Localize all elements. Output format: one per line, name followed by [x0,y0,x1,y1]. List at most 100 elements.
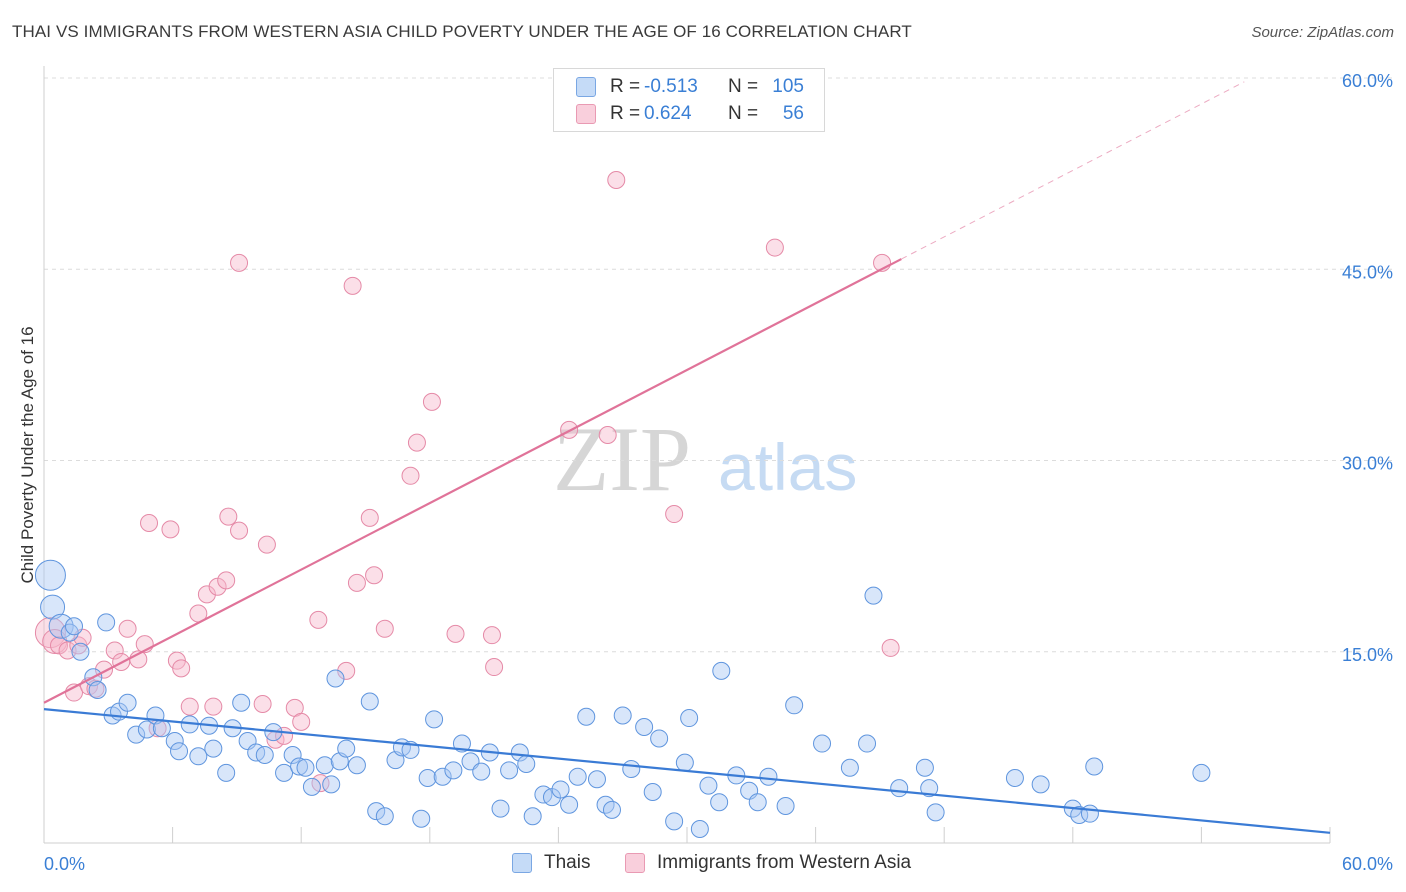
immigrants-point [257,535,276,554]
thais-point [710,793,729,812]
immigrants-point [375,619,394,638]
thais-point [204,739,223,758]
thais-point [433,767,452,786]
thais-point [748,793,767,812]
thais-point [347,756,366,775]
thais-point [71,642,90,661]
thais-point [890,779,909,798]
y-tick-label: 15.0% [1342,645,1393,665]
thais-point [290,757,309,776]
immigrants-point [204,697,223,716]
thais-point [587,770,606,789]
x-tick-label: 0.0% [44,854,85,874]
immigrants-trend-line [43,258,902,704]
thais-point [635,717,654,736]
thais-point [510,743,529,762]
thais-point [712,661,731,680]
immigrants-point [347,573,366,592]
immigrants-point [50,636,69,655]
immigrants-point [337,661,356,680]
immigrants-point [172,659,191,678]
thais-point [170,742,189,761]
thais-point [65,617,84,636]
thais-point [34,559,66,591]
immigrants-point [446,624,465,643]
thais-point [152,719,171,738]
thais-point [523,807,542,826]
thais-point [40,594,66,620]
immigrants-point [407,433,426,452]
thais-points [34,559,1211,838]
thais-point [275,763,294,782]
legend-item-thais[interactable]: Thais [512,852,590,874]
r-label: R = [610,103,641,124]
legend-item-immigrants[interactable]: Immigrants from Western Asia [625,852,911,874]
thais-point [326,669,345,688]
thais-point [127,725,146,744]
immigrants-point [105,641,124,660]
thais-swatch [576,77,596,97]
thais-point [1005,768,1024,787]
thais-point [337,739,356,758]
thais-point [577,707,596,726]
thais-point [189,747,208,766]
immigrants-point [230,521,249,540]
x-tick-label: 60.0% [1342,854,1393,874]
thais-point [283,746,302,765]
immigrants-point [598,426,617,444]
thais-point [551,780,570,799]
thais-point [97,613,116,632]
y-tick-label: 60.0% [1342,71,1393,91]
thais-point [568,767,587,786]
watermark-atlas: atlas [718,430,857,504]
thais-point [165,732,184,750]
immigrants-point [197,585,216,604]
thais-point [491,799,510,818]
axes [43,66,1331,844]
thais-point [1080,804,1099,823]
thais-point [375,807,394,826]
immigrants-trend-extension [901,81,1245,260]
thais-point [665,812,684,831]
thais-point [500,761,519,780]
thais-point [776,797,795,816]
immigrants-point [217,571,236,590]
immigrants-point [230,253,249,272]
immigrants-point [253,695,272,714]
legend-label: Thais [544,852,591,873]
thais-point [88,681,107,699]
thais-point [232,693,251,712]
grid-lines [44,77,1393,653]
thais-trend-line [43,708,1331,834]
legend-row-thais: R = -0.513 N = 105 [576,75,804,99]
thais-point [418,768,437,787]
thais-point [858,734,877,753]
immigrants-point [765,238,784,257]
trend-lines [43,81,1331,834]
thais-point [1192,763,1211,782]
n-label: N = [728,76,759,97]
tick-labels: 15.0% 30.0% 45.0% 60.0% 0.0% 60.0% [44,71,1393,874]
r-value: -0.513 [644,76,698,97]
r-label: R = [610,76,641,97]
zipatlas-watermark: ZIP atlas [553,408,857,510]
immigrants-swatch [625,853,645,873]
immigrants-point [360,508,379,527]
immigrants-point [365,566,384,585]
thais-point [137,720,156,739]
series-legend: Thais Immigrants from Western Asia [0,852,1406,876]
legend-label: Immigrants from Western Asia [657,852,912,873]
thais-point [759,767,778,786]
immigrants-point [401,466,420,485]
thais-point [560,795,579,814]
immigrants-point [881,638,900,657]
thais-point [1085,757,1104,776]
thais-point [367,802,386,821]
n-value: 56 [782,103,804,124]
thais-point [926,803,945,822]
legend-row-immigrants: R = 0.624 N = 56 [576,102,804,126]
thais-point [118,693,137,712]
thais-point [643,783,662,801]
immigrants-point [140,513,159,532]
immigrants-point [292,712,311,731]
